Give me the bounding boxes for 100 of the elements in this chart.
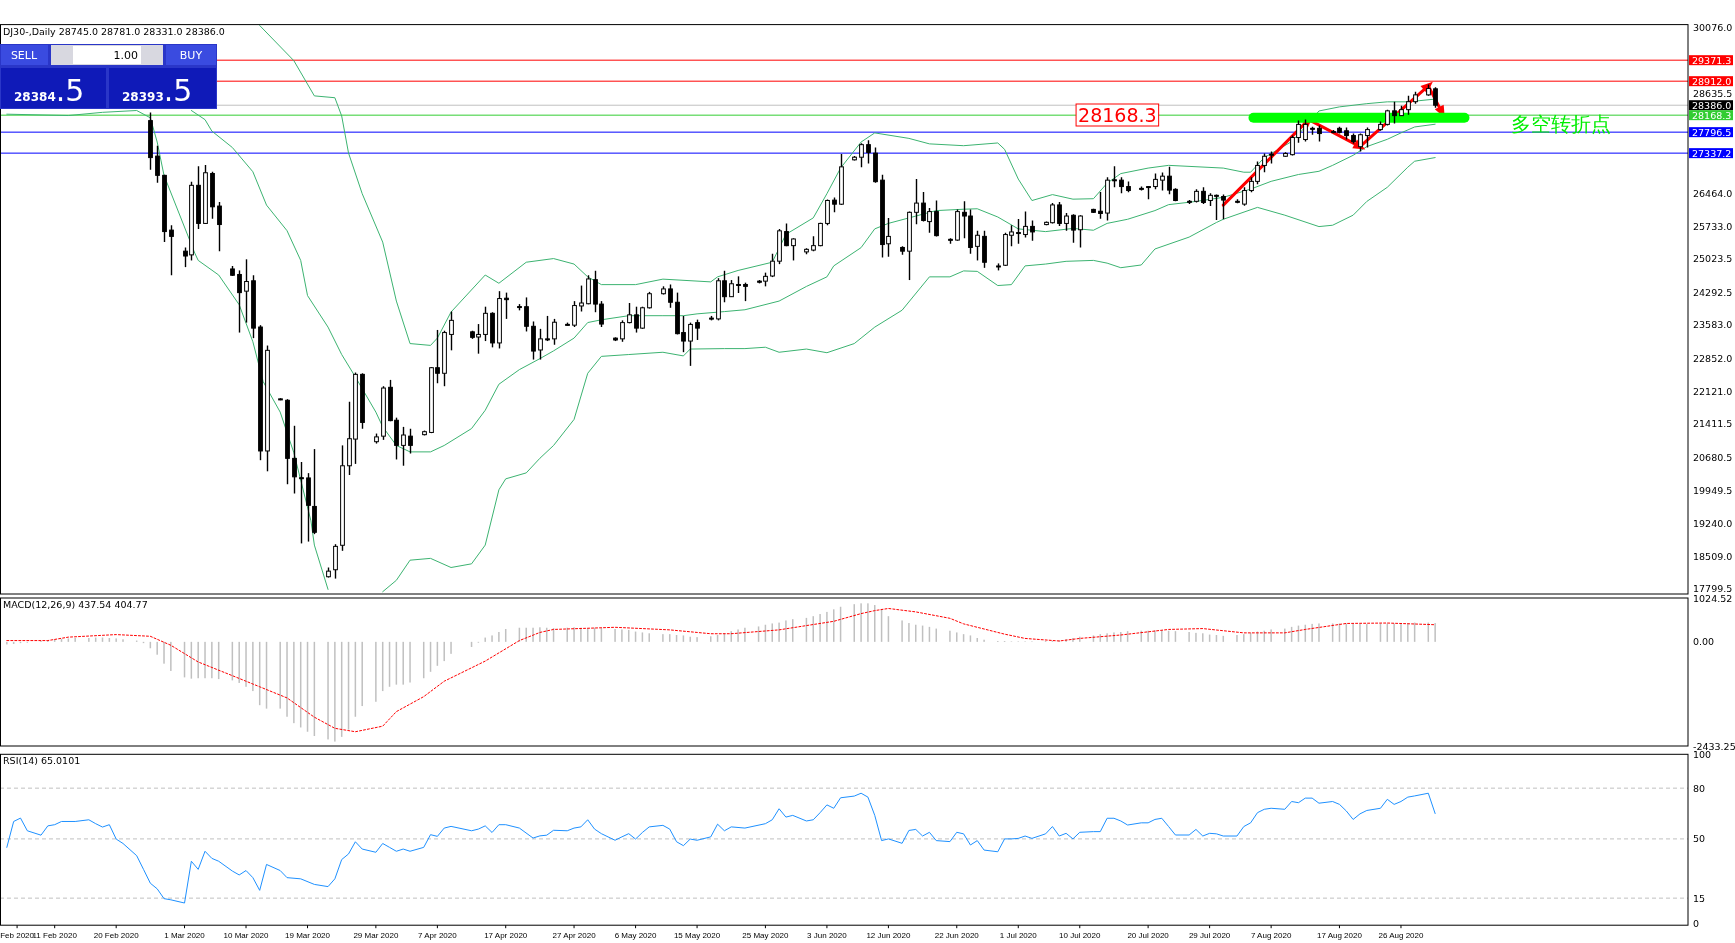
y-tick-label: 19240.0 (1693, 517, 1733, 529)
ref-line-label: 28912.0 (1692, 75, 1732, 87)
candlestick (1392, 100, 1397, 125)
candlestick (244, 258, 249, 324)
candlestick (1406, 95, 1411, 116)
candlestick (914, 178, 919, 225)
x-tick-label: 25 May 2020 (742, 931, 790, 941)
y-tick-label: 18509.0 (1693, 551, 1733, 563)
candlestick (1242, 186, 1247, 207)
candlestick (504, 291, 509, 320)
y-tick-label: 0 (1693, 918, 1700, 930)
annotation: SELL (10, 49, 38, 62)
y-tick-label: 19949.5 (1693, 485, 1733, 497)
x-tick-label: 19 Mar 2020 (285, 931, 331, 941)
line-series (6, 607, 1436, 733)
x-tick-label: 20 Feb 2020 (93, 931, 140, 941)
candlestick (552, 318, 557, 346)
candlestick (579, 284, 584, 313)
x-tick-label: 12 Jun 2020 (866, 931, 911, 941)
annotation: 28168.3 (1078, 104, 1157, 126)
x-tick-label: 10 Jul 2020 (1059, 931, 1101, 941)
y-tick-label: 22121.0 (1693, 386, 1733, 398)
candlestick (975, 230, 980, 262)
candlestick (1303, 118, 1308, 143)
annotation: BUY (179, 49, 203, 62)
candlestick (408, 428, 413, 455)
annotation: 多空转折点 (1511, 112, 1611, 136)
y-tick-label: 80 (1693, 782, 1706, 794)
candlestick (449, 310, 454, 352)
y-tick-label: 24292.5 (1693, 286, 1733, 298)
candlestick (538, 328, 543, 361)
candlestick (237, 269, 242, 334)
candlestick (1057, 201, 1062, 227)
y-tick-label: 1024.52 (1693, 592, 1733, 604)
candlestick (1078, 214, 1083, 249)
y-tick-label: 0.00 (1693, 636, 1715, 648)
y-tick-label: 25733.0 (1693, 220, 1733, 232)
y-tick-label: 21411.5 (1693, 418, 1733, 430)
y-tick-label: 25023.5 (1693, 253, 1733, 265)
candlestick (695, 318, 700, 341)
ref-line-label: 27337.2 (1692, 147, 1732, 159)
y-tick-label: 17799.5 (1693, 583, 1733, 595)
candlestick (333, 543, 338, 580)
candlestick (545, 315, 550, 342)
x-tick-label: 15 May 2020 (673, 931, 721, 941)
candlestick (743, 281, 748, 302)
annotation: 28384.5 (14, 73, 85, 108)
candlestick (217, 201, 222, 252)
chart-title: RSI(14) 65.0101 (3, 755, 81, 767)
y-tick-label: 23583.0 (1693, 319, 1733, 331)
x-tick-label: 22 Jun 2020 (934, 931, 980, 941)
candlestick (169, 224, 174, 276)
ref-line-label: 28386.0 (1692, 99, 1732, 111)
x-tick-label: 10 Mar 2020 (223, 931, 270, 941)
line-series (259, 25, 1436, 346)
x-tick-label: 29 Jul 2020 (1188, 931, 1231, 941)
candlestick (825, 198, 830, 227)
candlestick (1016, 218, 1021, 245)
annotation: 28393.5 (122, 73, 193, 108)
y-tick-label: 20680.5 (1693, 451, 1733, 463)
chart-title: MACD(12,26,9) 437.54 404.77 (3, 599, 148, 610)
y-tick-label: 28635.5 (1693, 88, 1733, 100)
candlestick (859, 142, 864, 168)
x-tick-label: 7 Apr 2020 (418, 931, 458, 941)
y-tick-label: 50 (1693, 833, 1706, 845)
y-tick-label: 26464.0 (1693, 187, 1733, 199)
x-tick-label: 11 Feb 2020 (32, 931, 78, 941)
y-tick-label: 15 (1693, 892, 1706, 904)
candlestick (1433, 86, 1438, 109)
x-tick-label: 3 Jun 2020 (807, 931, 848, 941)
candlestick (866, 139, 871, 165)
candlestick (572, 300, 577, 328)
candlestick (401, 426, 406, 467)
x-tick-label: 1 Mar 2020 (164, 931, 206, 941)
x-tick-label: 27 Apr 2020 (552, 931, 597, 941)
chart-title: DJ30-,Daily 28745.0 28781.0 28331.0 28386.0 (3, 25, 225, 37)
candlestick (1023, 210, 1028, 239)
line-series (6, 110, 329, 590)
candlestick (1071, 213, 1076, 244)
candlestick (1365, 126, 1370, 149)
candlestick (1030, 219, 1035, 242)
x-tick-label: 6 May 2020 (614, 931, 658, 941)
candlestick (688, 321, 693, 367)
candlestick (292, 425, 297, 495)
y-tick-label: 22852.0 (1693, 352, 1733, 364)
x-tick-label: 17 Apr 2020 (484, 931, 528, 941)
candlestick (1262, 152, 1267, 173)
line-series (190, 110, 1436, 453)
candlestick (524, 296, 529, 333)
candlestick (299, 461, 304, 545)
y-tick-label: 30076.0 (1693, 22, 1733, 34)
x-tick-label: 26 Aug 2020 (1378, 931, 1424, 941)
candlestick (483, 306, 488, 342)
annotation: 1.00 (113, 49, 138, 62)
candlestick (155, 145, 160, 184)
line-series (6, 792, 1436, 904)
x-tick-label: 20 Jul 2020 (1127, 931, 1170, 941)
candlestick (1112, 165, 1117, 189)
candlestick (1221, 193, 1226, 220)
line-series (382, 157, 1436, 593)
